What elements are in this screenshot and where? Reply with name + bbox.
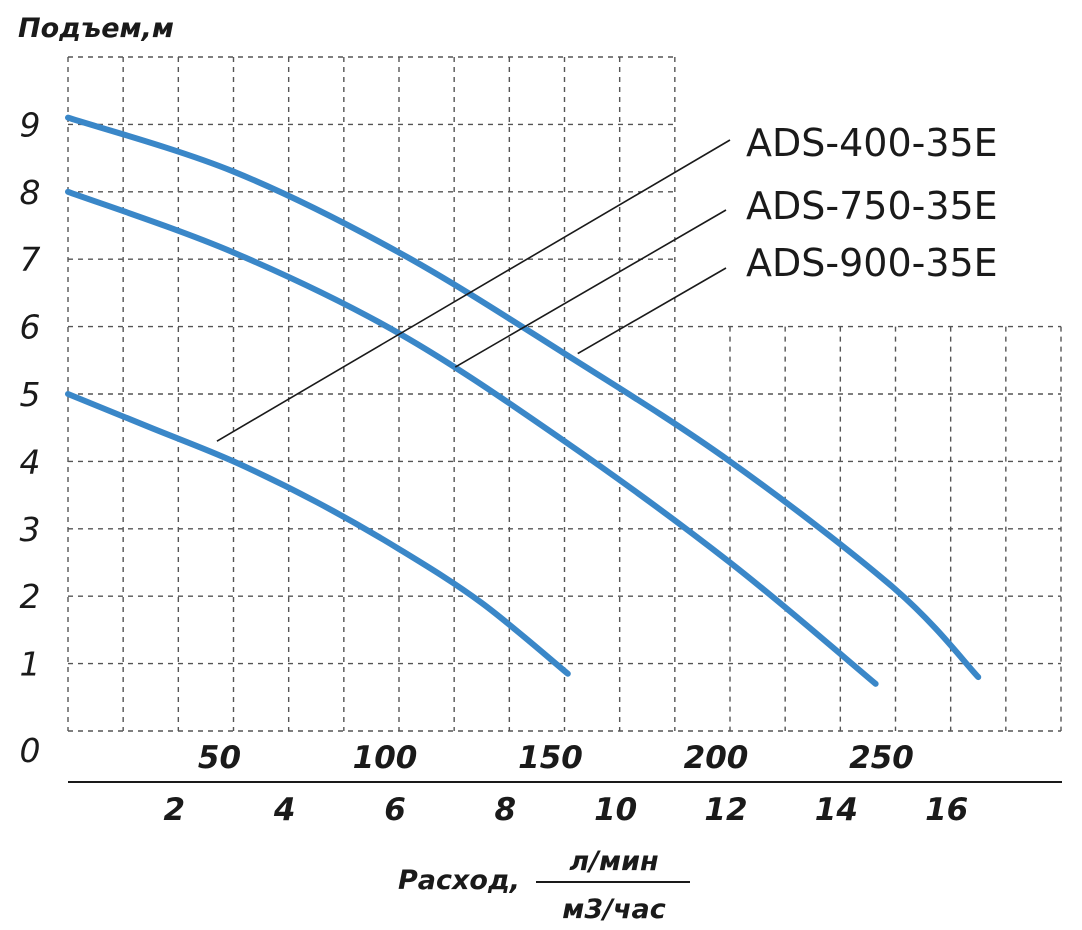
x-tick-label-m3h: 16 (925, 792, 968, 828)
legend-leader-lines (216, 139, 731, 442)
y-tick-label: 2 (20, 577, 41, 616)
y-axis-title: Подъем,м (18, 13, 174, 44)
leader-line-ads-900-35e (577, 267, 727, 355)
y-tick-label: 6 (20, 308, 41, 347)
x-tick-label-m3h: 4 (273, 792, 296, 828)
legend: ADS-400-35E ADS-750-35E ADS-900-35E (746, 121, 998, 285)
x-tick-label-lpm: 150 (518, 740, 583, 776)
x-tick-label-lpm: 200 (684, 740, 749, 776)
x-axis-title: Расход, (398, 865, 520, 896)
x-tick-label-lpm: 250 (849, 740, 914, 776)
series-line-ads-900-35e (65, 114, 982, 681)
y-tick-label: 7 (20, 240, 41, 279)
x-tick-label-lpm: 100 (353, 740, 418, 776)
x-tick-label-lpm: 50 (198, 740, 241, 776)
y-tick-labels: 0 1 2 3 4 5 6 7 8 9 (20, 105, 41, 770)
x-tick-label-m3h: 12 (704, 792, 747, 828)
x-tick-labels: 50 100 150 200 250 2 4 6 8 10 12 14 16 (164, 740, 969, 828)
x-tick-label-m3h: 6 (384, 792, 406, 828)
x-tick-label-m3h: 8 (495, 792, 517, 828)
x-unit-lpm: л/мин (569, 846, 658, 877)
x-tick-label-m3h: 14 (815, 792, 858, 828)
series-line-ads-750-35e (65, 188, 879, 687)
y-tick-label: 9 (20, 105, 41, 144)
curves (65, 114, 982, 687)
series-line-ads-400-35e (65, 391, 571, 677)
y-tick-label: 3 (20, 510, 41, 549)
x-tick-label-m3h: 10 (594, 792, 637, 828)
y-tick-label: 1 (20, 645, 41, 684)
leader-line-ads-750-35e (454, 209, 727, 368)
leader-line-ads-400-35e (216, 139, 731, 442)
y-tick-label: 5 (20, 375, 41, 414)
legend-label-ads-750-35e: ADS-750-35E (746, 184, 998, 228)
y-tick-label: 0 (20, 731, 41, 770)
legend-label-ads-400-35e: ADS-400-35E (746, 121, 998, 165)
y-tick-label: 4 (20, 442, 41, 481)
y-tick-label: 8 (20, 173, 41, 212)
x-unit-m3h: м3/час (562, 894, 665, 925)
x-tick-label-m3h: 2 (164, 792, 186, 828)
legend-label-ads-900-35e: ADS-900-35E (746, 241, 998, 285)
